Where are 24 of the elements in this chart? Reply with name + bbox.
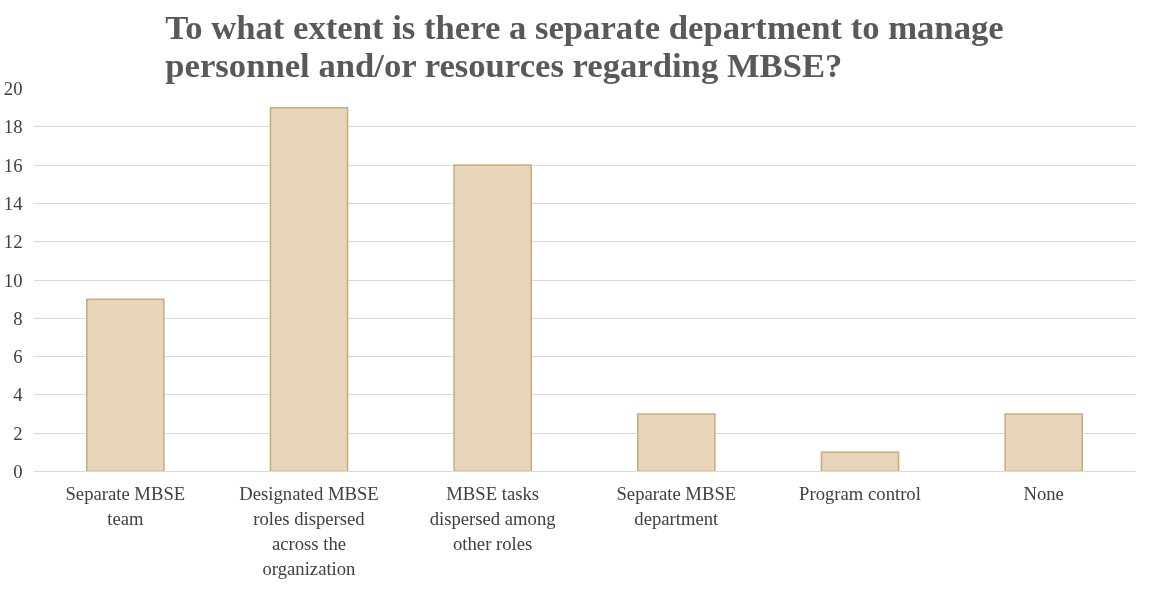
x-tick-label: Separate MBSE department xyxy=(616,482,737,529)
bar xyxy=(269,106,349,472)
bar xyxy=(86,298,165,472)
y-tick-label: 8 xyxy=(13,307,23,329)
x-tick-label: None xyxy=(1023,482,1064,504)
y-tick-label: 10 xyxy=(3,269,23,291)
x-tick-label: Program control xyxy=(799,482,921,504)
bar xyxy=(637,413,716,472)
y-tick-label: 14 xyxy=(3,192,24,214)
bar xyxy=(1004,413,1083,472)
x-tick-label: Separate MBSE team xyxy=(65,482,186,529)
x-tick-label: MBSE tasks dispersed among other roles xyxy=(429,482,556,554)
y-tick-label: 6 xyxy=(13,346,23,368)
y-tick-label: 4 xyxy=(13,384,24,406)
y-tick-label: 18 xyxy=(3,116,23,138)
y-tick-label: 12 xyxy=(3,231,23,253)
bar xyxy=(453,164,532,472)
chart-title: To what extent is there a separate department to manage personnel and/or resources regarding MBSE? xyxy=(165,7,1004,84)
y-tick-label: 16 xyxy=(3,154,23,176)
bar xyxy=(820,451,900,472)
y-tick-label: 20 xyxy=(3,78,23,99)
y-tick-label: 0 xyxy=(13,461,23,482)
x-tick-label: Designated MBSE roles dispersed across the organization xyxy=(239,482,379,580)
y-tick-label: 2 xyxy=(13,422,23,444)
